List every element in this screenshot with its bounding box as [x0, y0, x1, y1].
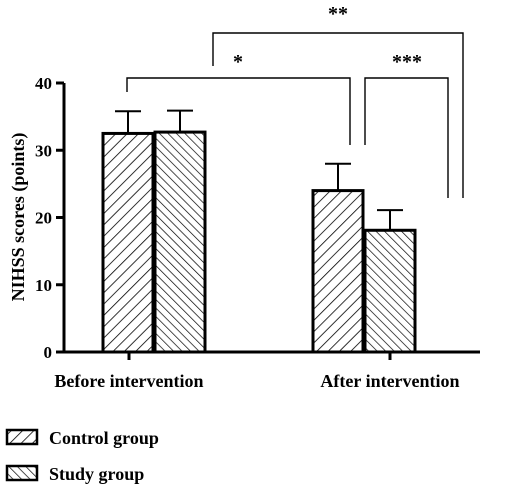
bars — [101, 109, 417, 354]
legend-label-control: Control group — [49, 428, 159, 448]
y-tick-label: 40 — [35, 74, 52, 93]
significance-brackets: * ***** — [126, 3, 464, 198]
y-tick-label: 30 — [35, 141, 52, 160]
significance-label: *** — [392, 51, 422, 73]
y-tick-label: 10 — [35, 276, 52, 295]
y-tick-label: 20 — [35, 209, 52, 228]
bracket-before-vs-after-study — [212, 32, 464, 198]
legend-swatch-study — [5, 464, 39, 482]
legend-swatch-control — [5, 428, 39, 446]
bracket-before-vs-after-control — [126, 77, 351, 145]
y-tick-label: 0 — [44, 343, 53, 362]
x-tick-label: After intervention — [320, 371, 459, 391]
legend-label-study: Study group — [49, 464, 144, 484]
y-axis-label: NIHSS scores (points) — [8, 133, 29, 302]
x-tick-label: Before intervention — [54, 371, 203, 391]
bracket-after-control-vs-study — [364, 77, 449, 198]
bar-study-before — [153, 130, 207, 354]
bar-study-after — [363, 228, 417, 354]
x-axis-ticks: Before intervention After intervention — [54, 352, 460, 391]
significance-label: ** — [328, 3, 348, 25]
bar-control-before — [101, 131, 155, 354]
significance-label: * — [233, 51, 243, 73]
bar-control-after — [311, 189, 365, 354]
legend: Control group Study group — [5, 428, 159, 484]
y-axis-ticks: 0 10 20 30 40 — [35, 74, 64, 362]
